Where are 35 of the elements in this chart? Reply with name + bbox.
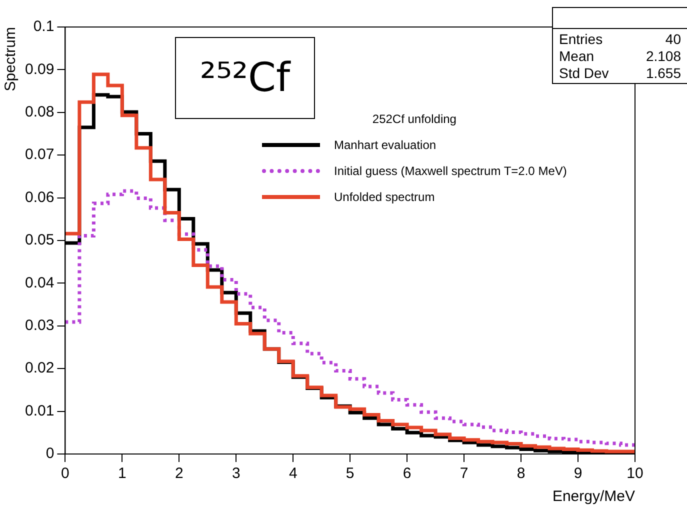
text: 40 — [664, 31, 681, 47]
text: 1.655 — [646, 65, 681, 81]
x-tick-label: 8 — [516, 465, 526, 482]
legend-title: 252Cf unfolding — [371, 112, 458, 126]
y-tick-label: 0.05 — [24, 232, 54, 249]
y-tick-label: 0.01 — [24, 402, 54, 420]
annotation: Mean — [559, 48, 596, 64]
y-tick-label: 0.04 — [24, 274, 54, 292]
y-tick-label: 0 — [46, 445, 54, 462]
legend-label: Unfolded spectrum — [334, 190, 435, 204]
y-axis-title: Spectrum — [2, 27, 20, 92]
y-tick-label: 0.07 — [24, 146, 54, 164]
annotation: Entries — [559, 31, 604, 47]
x-tick-label: 3 — [232, 465, 240, 482]
x-tick-label: 10 — [626, 465, 644, 482]
x-tick-label: 4 — [288, 465, 298, 482]
y-tick-label: 0.02 — [24, 360, 54, 377]
y-tick-label: 0.06 — [24, 188, 54, 206]
x-tick-label: 5 — [346, 465, 354, 482]
annotation: ²⁵²Cf — [175, 37, 315, 119]
text: 2.108 — [646, 48, 681, 64]
y-tick-label: 0.08 — [24, 104, 54, 121]
y-tick-label: 0.03 — [24, 317, 54, 334]
legend-label: Initial guess (Maxwell spectrum T=2.0 MeV) — [334, 164, 567, 178]
annotation: Std Dev — [559, 65, 610, 81]
x-tick-label: 9 — [574, 465, 582, 482]
x-tick-label: 1 — [118, 465, 126, 482]
x-axis-title: Energy/MeV — [552, 488, 635, 506]
x-tick-label: 7 — [460, 465, 468, 482]
legend-label: Manhart evaluation — [334, 138, 436, 152]
x-tick-label: 0 — [61, 465, 70, 482]
y-tick-label: 0.1 — [33, 18, 54, 36]
x-tick-label: 2 — [174, 465, 184, 482]
y-tick-label: 0.09 — [24, 60, 54, 78]
x-tick-label: 6 — [402, 465, 412, 482]
